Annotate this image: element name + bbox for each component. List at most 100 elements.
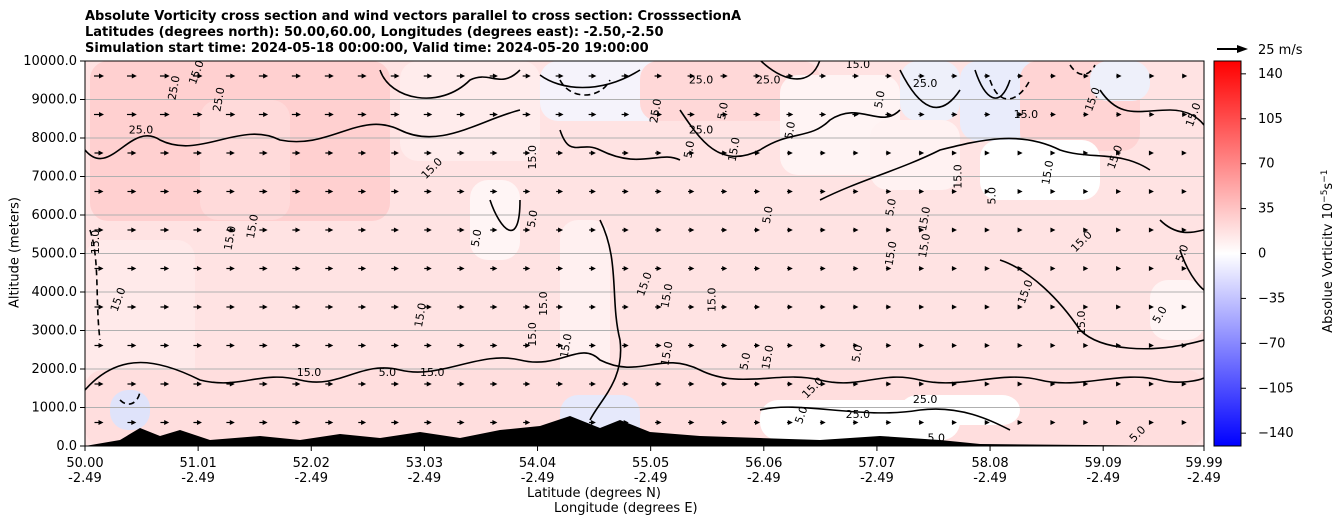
wind-vector-head [1083, 343, 1089, 348]
wind-vector-head [393, 304, 399, 310]
wind-vector-head [623, 343, 629, 348]
wind-vector-head [984, 227, 990, 233]
wind-vector-head [1148, 343, 1154, 348]
wind-vector-head [755, 112, 761, 117]
wind-vector-head [558, 266, 564, 271]
wind-vector-head [951, 266, 957, 271]
wind-vector-head [788, 73, 794, 79]
wind-vector-head [1017, 266, 1023, 271]
wind-vector-head [131, 304, 137, 310]
wind-vector-head [689, 112, 695, 117]
x-axis-label-latitude: Latitude (degrees N) [527, 486, 661, 501]
contour-label: 25.0 [756, 73, 781, 86]
wind-vector-head [722, 304, 728, 310]
wind-vector-head [787, 150, 793, 156]
wind-vector-head [1149, 112, 1155, 117]
contour-label: 5.0 [849, 344, 865, 363]
wind-vector-head [295, 381, 301, 387]
wind-vector-head [1050, 227, 1056, 233]
wind-vector-head [131, 189, 137, 194]
wind-vector-head [853, 304, 859, 310]
wind-vector-head [361, 381, 367, 387]
wind-vector-head [1017, 420, 1023, 425]
wind-vector-head [1181, 227, 1187, 233]
y-tick-label: 6000.0 [32, 208, 78, 223]
wind-vector-head [853, 73, 859, 79]
wind-vector-head [393, 227, 399, 233]
field-patch [640, 61, 820, 121]
wind-vector-head [459, 189, 465, 194]
colorbar-label-text: Absolue Vorticity 10 [1321, 202, 1332, 333]
terrain [85, 416, 1204, 446]
contour-label: 25.0 [913, 393, 938, 406]
colorbar-tick-label: 70 [1258, 157, 1275, 172]
contour-label: 5.0 [715, 101, 731, 120]
contour-line [759, 61, 821, 80]
wind-vector-head [951, 304, 957, 310]
quiver-key-label: 25 m/s [1258, 43, 1303, 58]
wind-vector-head [558, 343, 564, 348]
wind-vector-head [722, 266, 728, 271]
wind-vector-head [820, 227, 826, 233]
wind-vector-head [755, 73, 761, 79]
contour-line-negative [989, 79, 1031, 100]
wind-vector-head [1148, 381, 1154, 387]
wind-vector-head [492, 227, 498, 233]
x-tick-label-lon: -2.49 [1187, 471, 1221, 486]
wind-vector-head [196, 189, 202, 194]
wind-vector-head [1018, 73, 1024, 79]
wind-vector-head [591, 112, 597, 117]
field-patch [85, 240, 195, 390]
wind-vector-head [394, 112, 400, 117]
wind-vector-head [689, 420, 695, 425]
wind-vector-head [98, 189, 104, 194]
wind-vector-head [262, 420, 268, 425]
wind-vector-head [755, 381, 760, 387]
contour-line [1099, 89, 1204, 126]
wind-vector-head [1083, 227, 1089, 233]
wind-vector-head [657, 112, 663, 117]
wind-vector-head [394, 73, 400, 79]
wind-vector-head [952, 73, 958, 79]
contour-label: 15.0 [726, 136, 743, 162]
x-tick-label-lat: 52.02 [293, 456, 330, 471]
wind-vector-head [426, 420, 432, 425]
wind-vector-head [1017, 304, 1023, 310]
wind-vector-head [525, 112, 531, 117]
wind-vector-head [328, 266, 334, 271]
wind-vector-head [689, 227, 695, 233]
wind-vector-head [558, 112, 564, 117]
wind-vector-head [459, 227, 465, 233]
wind-vector-head [1148, 266, 1154, 271]
wind-vector-head [722, 189, 728, 194]
x-tick-label-lat: 57.07 [858, 456, 895, 471]
wind-vector-head [886, 266, 892, 271]
wind-vector-head [558, 227, 564, 233]
colorbar-tick-label: −140 [1258, 426, 1294, 441]
wind-vector-head [459, 381, 465, 387]
x-tick-label-lat: 55.05 [632, 456, 669, 471]
wind-vector-head [393, 381, 399, 387]
contour-label: 15.0 [222, 225, 239, 251]
wind-vector-head [1050, 304, 1056, 310]
wind-vector-head [459, 420, 465, 425]
wind-vector-head [263, 112, 269, 117]
contour-label: 25.0 [210, 86, 227, 112]
wind-vector-head [919, 227, 925, 233]
field-patch [470, 180, 520, 260]
y-tick-label: 2000.0 [32, 362, 78, 377]
field-patch [1090, 61, 1150, 101]
x-tick-label-lat: 56.06 [745, 456, 782, 471]
x-tick-label-lat: 59.99 [1185, 456, 1222, 471]
wind-vector-head [951, 150, 957, 156]
wind-vector-head [460, 73, 466, 79]
field-patch [900, 395, 1020, 425]
wind-vector-head [164, 343, 170, 348]
wind-vector-head [393, 420, 399, 425]
wind-vector-head [952, 112, 958, 117]
wind-vector-head [656, 189, 662, 194]
wind-vector-head [328, 304, 334, 310]
contour-label: 15.0 [412, 302, 429, 328]
field-patch [1150, 280, 1204, 340]
